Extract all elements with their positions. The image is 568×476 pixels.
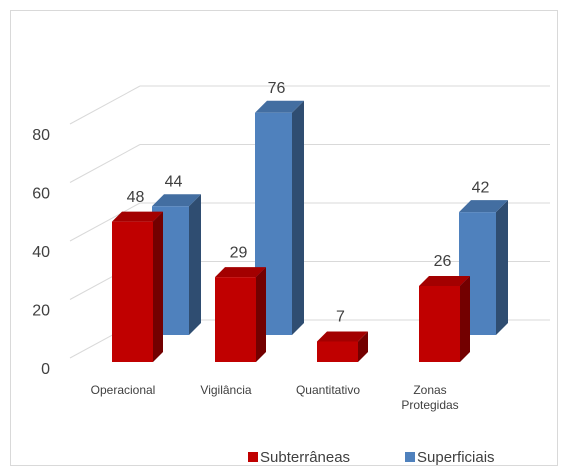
y-tick-label: 60 (32, 186, 50, 203)
value-label: 26 (434, 253, 452, 270)
bar (112, 211, 163, 362)
bar-top (459, 200, 508, 213)
value-label: 44 (165, 174, 183, 191)
x-tick-label: Zonas Protegidas (401, 383, 459, 412)
bar-side (496, 200, 508, 335)
bar-side (189, 194, 201, 335)
x-tick-label: Operacional (90, 383, 156, 397)
bar-side (358, 331, 368, 362)
chart-border (10, 10, 558, 466)
bar-top (317, 331, 368, 342)
y-tick-label: 0 (41, 361, 50, 378)
bar-front (317, 341, 358, 362)
bar-top (152, 194, 201, 207)
bar-front (419, 285, 460, 362)
bar-side (256, 267, 266, 362)
y-tick-label: 80 (32, 127, 50, 144)
bar-front (112, 221, 153, 362)
value-label: 76 (268, 80, 286, 97)
bar-top (255, 100, 304, 113)
value-label: 29 (230, 244, 248, 261)
y-tick-label: 20 (32, 303, 50, 320)
legend-swatch (405, 452, 415, 462)
bar-side (292, 100, 304, 335)
grid-line (69, 144, 141, 183)
bar-top (419, 275, 470, 286)
bar-side (153, 211, 163, 362)
legend-label: Subterrâneas (260, 449, 350, 466)
bar-top (215, 267, 266, 278)
value-label: 48 (127, 189, 145, 206)
grid-line (69, 202, 141, 242)
x-tick-label: Vigilância (200, 383, 252, 397)
bar (419, 275, 470, 362)
bar-side (460, 275, 470, 362)
bar-front (215, 277, 256, 362)
bar (215, 267, 266, 362)
value-label: 7 (336, 309, 345, 326)
bar-top (112, 211, 163, 222)
bar (317, 331, 368, 362)
legend-swatch (248, 452, 258, 462)
y-tick-label: 40 (32, 244, 50, 261)
grid-line (69, 85, 141, 125)
x-tick-label: Quantitativo (295, 383, 361, 397)
legend-label: Superficiais (417, 449, 495, 466)
value-label: 42 (472, 179, 490, 196)
